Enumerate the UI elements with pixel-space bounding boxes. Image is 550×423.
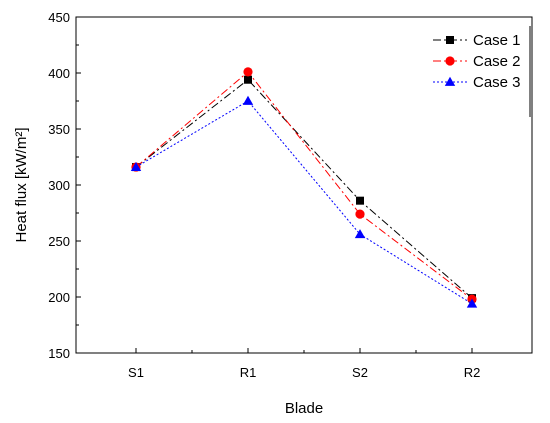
y-tick-label: 350	[48, 122, 70, 137]
x-tick-label: R1	[240, 365, 257, 380]
y-tick-label: 250	[48, 234, 70, 249]
x-axis-label: Blade	[285, 400, 323, 417]
legend-marker	[445, 56, 455, 66]
legend: Case 1 Case 2 Case 3	[433, 26, 531, 117]
series-line	[135, 79, 473, 299]
data-point	[354, 229, 366, 239]
y-tick-label: 450	[48, 10, 70, 25]
x-tick-label: R2	[464, 365, 481, 380]
series-3	[130, 95, 478, 308]
data-point	[466, 298, 478, 308]
series-line	[135, 71, 473, 300]
legend-label: Case 3	[473, 74, 521, 91]
data-point	[242, 95, 254, 105]
y-tick-label: 200	[48, 290, 70, 305]
legend-marker	[444, 76, 456, 86]
plot-frame	[75, 16, 533, 354]
series-line	[135, 100, 473, 305]
data-point	[243, 67, 253, 77]
y-tick-label: 400	[48, 66, 70, 81]
x-tick-label: S2	[352, 365, 368, 380]
axes: 150 200 250 300 350 400 450 S1 R1 S2 R2	[48, 10, 533, 380]
series-1	[132, 75, 476, 303]
legend-entry: Case 3	[433, 74, 521, 91]
data-point	[355, 209, 365, 219]
series-2	[131, 67, 477, 304]
data-point	[244, 75, 252, 84]
y-axis-label: Heat flux [kW/m²]	[13, 127, 30, 242]
legend-marker	[446, 36, 454, 44]
x-tick-label: S1	[128, 365, 144, 380]
data-point	[356, 196, 364, 205]
legend-entry: Case 1	[433, 32, 521, 49]
y-tick-label: 300	[48, 178, 70, 193]
data-point	[130, 161, 142, 171]
series-layer	[130, 67, 478, 308]
y-tick-label: 150	[48, 346, 70, 361]
legend-entry: Case 2	[433, 53, 521, 70]
legend-label: Case 2	[473, 53, 521, 70]
legend-label: Case 1	[473, 32, 521, 49]
